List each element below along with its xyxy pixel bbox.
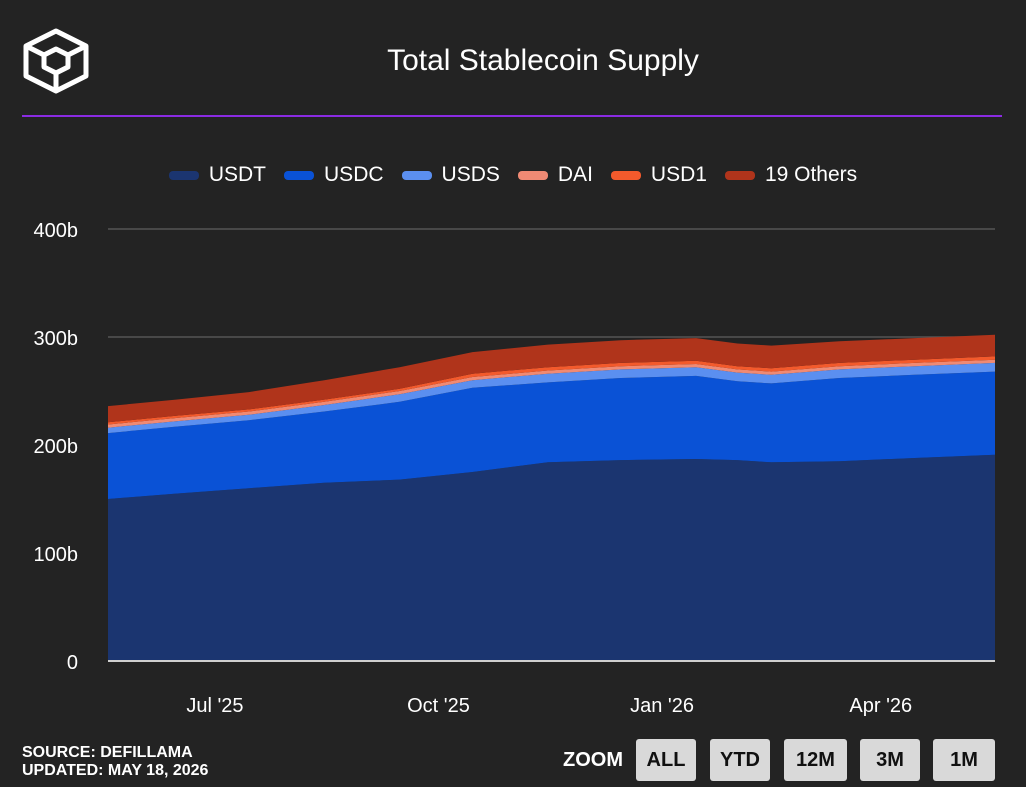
zoom-all-button[interactable]: ALL: [636, 739, 696, 781]
footer-updated: UPDATED: MAY 18, 2026: [22, 762, 209, 779]
legend-item-usdc[interactable]: USDC: [284, 163, 384, 187]
y-tick-label: 200b: [34, 436, 79, 458]
zoom-1m-button[interactable]: 1M: [933, 739, 995, 781]
zoom-ytd-button[interactable]: YTD: [710, 739, 770, 781]
y-tick-label: 100b: [34, 544, 79, 566]
footer-source: SOURCE: DEFILLAMA: [22, 744, 193, 761]
legend-item-usds[interactable]: USDS: [401, 163, 500, 187]
legend-swatch-usdt: [168, 170, 199, 180]
series-area-dai: [108, 359, 995, 428]
legend-item-others[interactable]: 19 Others: [724, 163, 858, 187]
legend-swatch-usds: [401, 170, 432, 180]
legend-label-dai: DAI: [557, 163, 593, 186]
legend-swatch-usdc: [284, 170, 315, 180]
legend-label-usdc: USDC: [324, 163, 384, 186]
x-tick-label: Jul '25: [186, 695, 243, 717]
y-tick-label: 0: [67, 652, 78, 674]
series-area-19-others: [108, 334, 995, 423]
chart-legend: USDT USDC USDS DAI USD1 19 Others: [0, 163, 1026, 187]
legend-swatch-dai: [517, 170, 548, 180]
y-tick-label: 400b: [34, 220, 79, 242]
y-tick-label: 300b: [34, 328, 79, 350]
series-area-usds: [108, 362, 995, 434]
legend-swatch-others: [724, 170, 755, 180]
legend-label-others: 19 Others: [764, 163, 858, 186]
series-area-usd1: [108, 356, 995, 425]
defillama-logo-icon: [23, 28, 89, 94]
title-divider: [22, 115, 1002, 117]
legend-label-usd1: USD1: [650, 163, 707, 186]
legend-item-usdt[interactable]: USDT: [168, 163, 267, 187]
zoom-12m-button[interactable]: 12M: [784, 739, 847, 781]
series-area-usdc: [108, 371, 995, 499]
legend-label-usds: USDS: [441, 163, 500, 186]
series-area-usdt: [108, 454, 995, 661]
legend-item-dai[interactable]: DAI: [517, 163, 593, 187]
x-tick-label: Apr '26: [849, 695, 912, 717]
zoom-label: ZOOM: [563, 749, 623, 771]
legend-item-usd1[interactable]: USD1: [610, 163, 707, 187]
legend-swatch-usd1: [610, 170, 641, 180]
x-tick-label: Jan '26: [630, 695, 694, 717]
zoom-3m-button[interactable]: 3M: [860, 739, 920, 781]
chart-title: Total Stablecoin Supply: [387, 44, 699, 77]
x-tick-label: Oct '25: [407, 695, 470, 717]
legend-label-usdt: USDT: [208, 163, 267, 186]
footer-credits: SOURCE: DEFILLAMA UPDATED: MAY 18, 2026: [22, 744, 208, 780]
